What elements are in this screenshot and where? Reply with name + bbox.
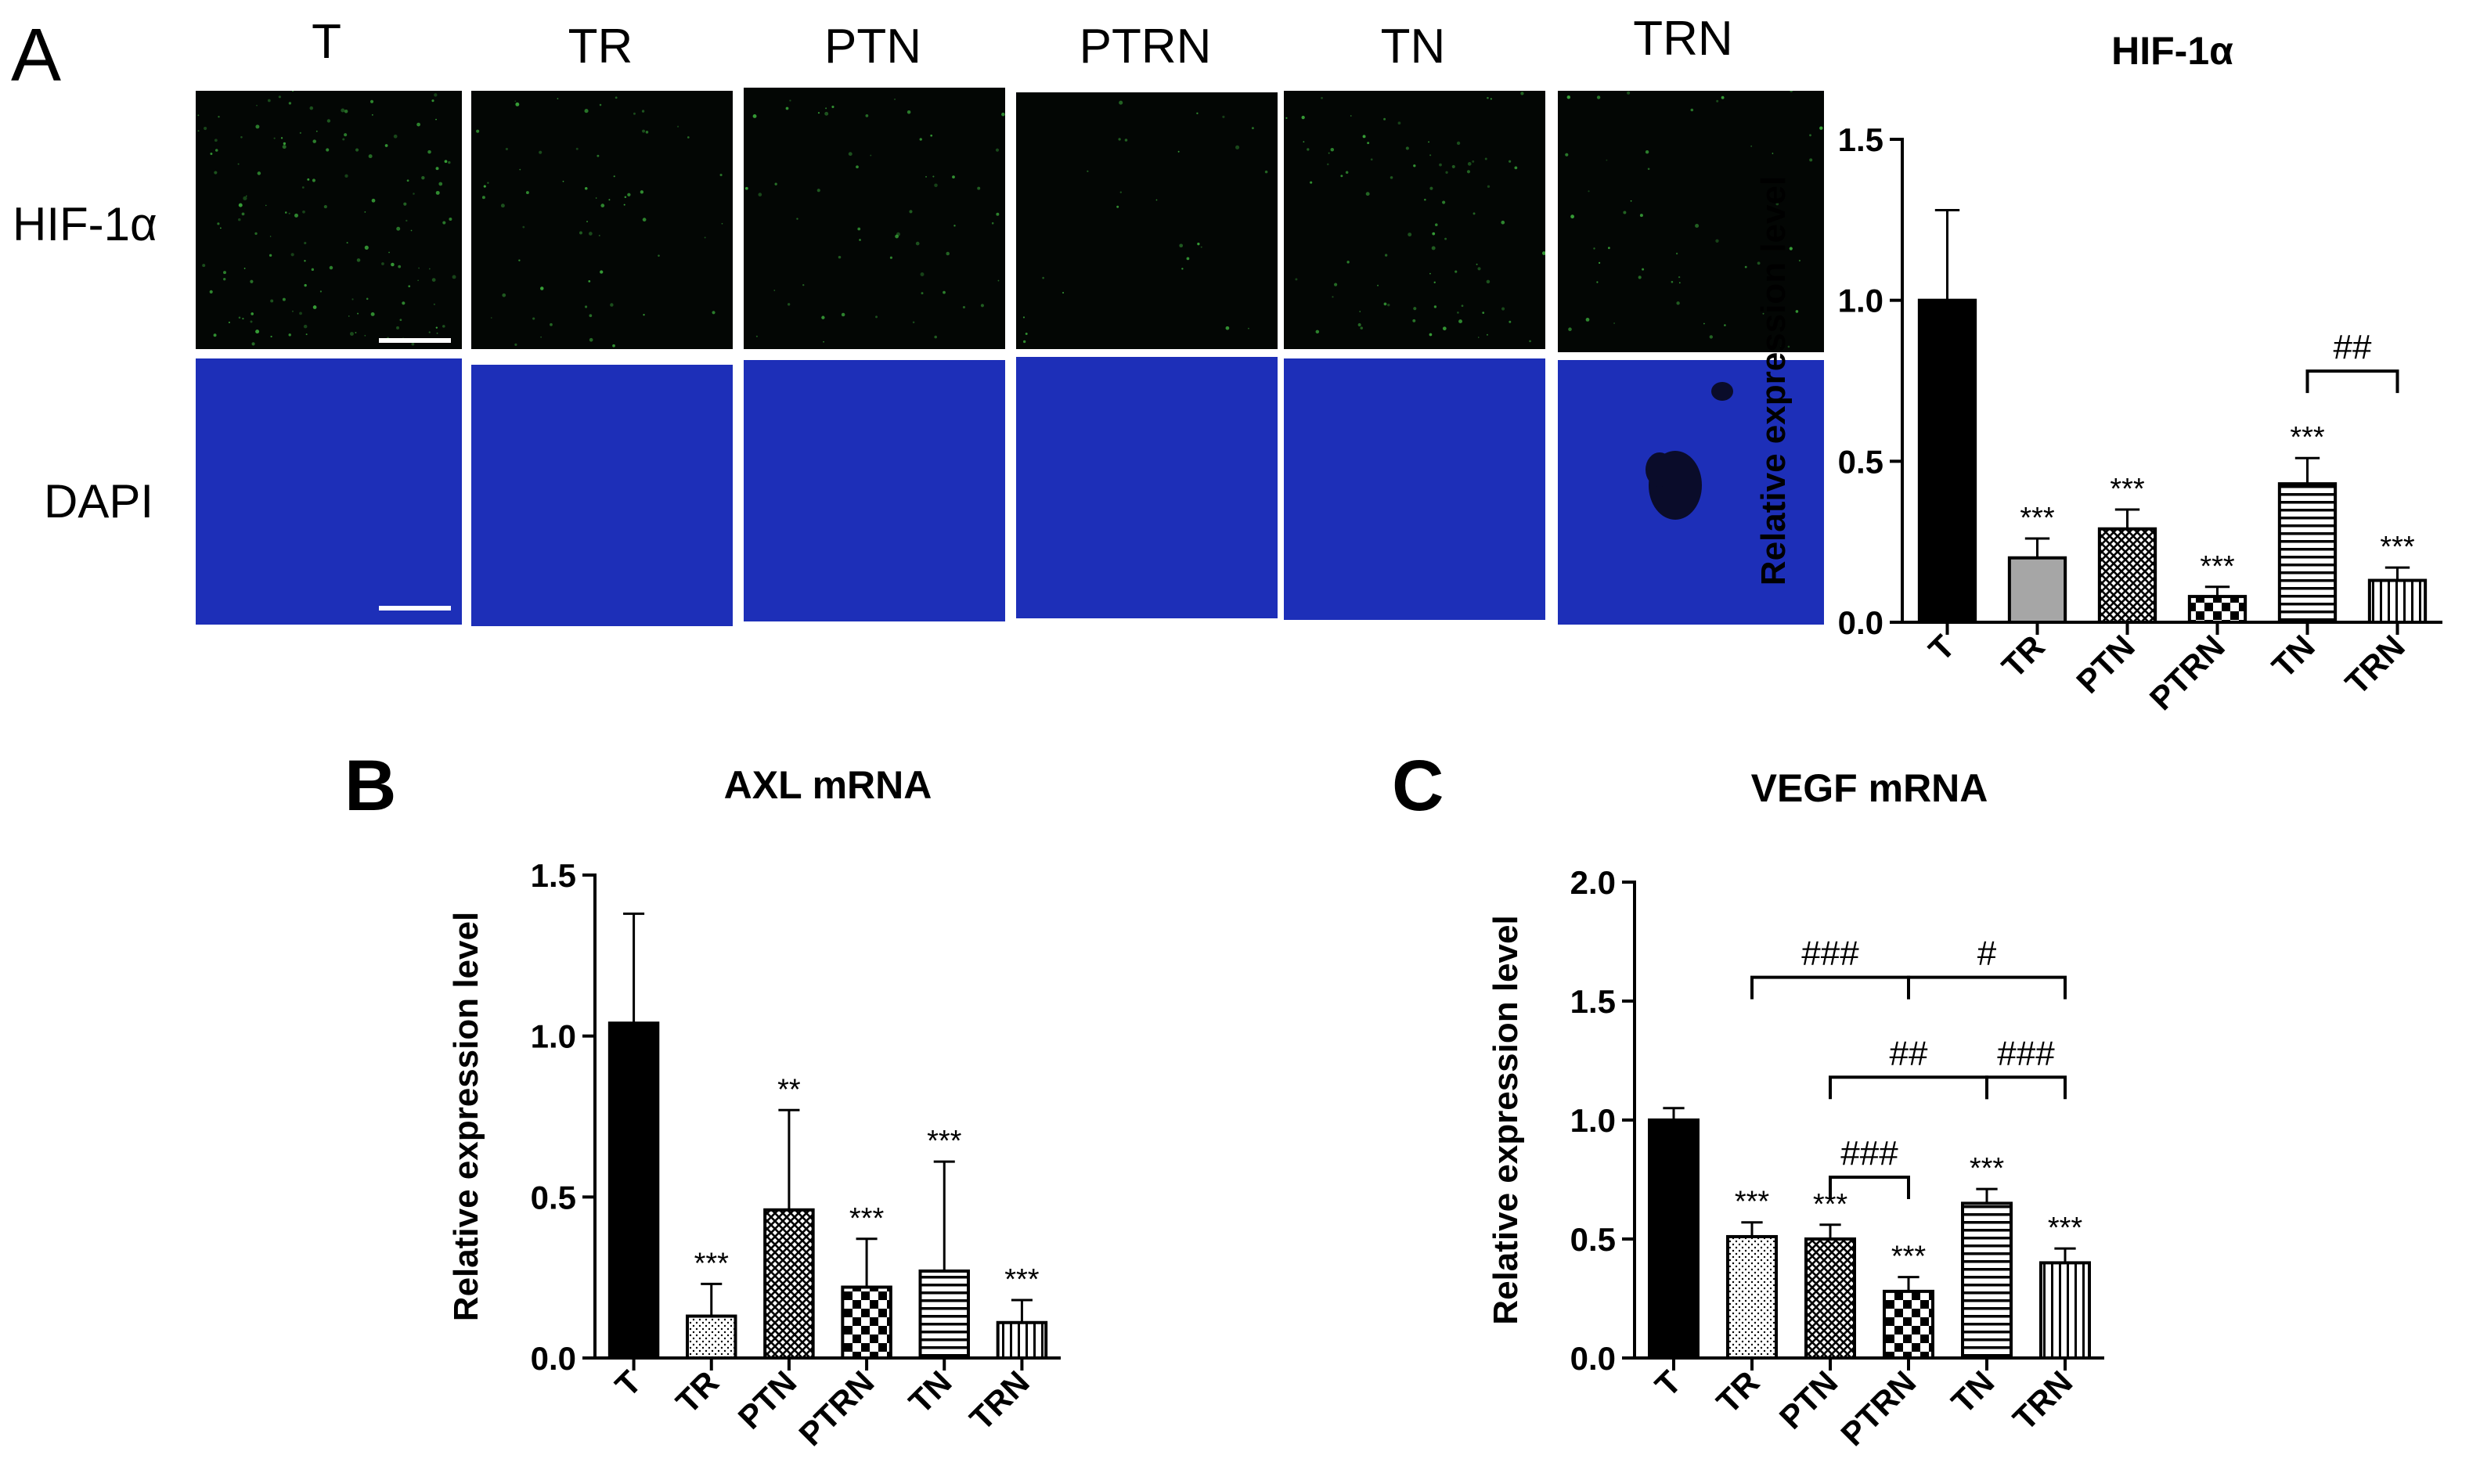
vegf-bar-tr <box>1726 1234 1778 1360</box>
micrograph-hif-ptrn-signal <box>1022 100 1268 344</box>
micrograph-hif-tn-signal <box>1285 92 1545 343</box>
vegf-significance-trn: *** <box>2048 1212 2083 1244</box>
hif-comparison-label-0: ## <box>2334 328 2372 366</box>
axl-bar-tr <box>686 1314 737 1360</box>
micrograph-hif-tr <box>471 91 733 349</box>
micrograph-hif-t-signal <box>197 91 456 346</box>
micrograph-hif-trn <box>1558 91 1824 352</box>
micrograph-dapi-tn <box>1284 358 1545 620</box>
hif-y-tick-label-1: 0.5 <box>1838 443 1883 480</box>
hif-y-axis-label: Relative expression level <box>1754 176 1793 585</box>
panel-c-letter: C <box>1392 746 1444 826</box>
hif-y-tick-label-3: 1.5 <box>1838 121 1883 158</box>
hif-significance-trn: *** <box>2380 531 2415 564</box>
micrograph-dapi-trn <box>1558 360 1824 625</box>
axl-y-tick-label-0: 0.0 <box>531 1340 576 1377</box>
vegf-y-tick-label-4: 2.0 <box>1570 864 1616 901</box>
hif-y-tick-label-0: 0.0 <box>1838 604 1883 641</box>
hif-bar-ptn <box>2097 527 2157 624</box>
vegf-bar-trn <box>2039 1261 2091 1360</box>
vegf-y-tick-label-3: 1.5 <box>1570 983 1616 1020</box>
hif-significance-ptn: *** <box>2110 473 2145 506</box>
micrograph-row-label-hif: HIF-1α <box>13 198 157 250</box>
hif-bar-t <box>1917 298 1977 624</box>
micrograph-column-label-tn: TN <box>1380 20 1446 74</box>
hif-significance-ptrn: *** <box>2200 550 2235 583</box>
vegf-comparison-bracket-4 <box>1829 1175 1910 1199</box>
micrograph-hif-ptrn <box>1016 92 1278 349</box>
axl-y-tick-label-1: 0.5 <box>531 1179 576 1216</box>
vegf-comparison-bracket-2 <box>1829 1075 1988 1100</box>
vegf-comparison-label-4: ### <box>1840 1134 1898 1172</box>
micrograph-hif-tr-signal <box>476 96 723 348</box>
axl-y-axis-label: Relative expression level <box>447 912 485 1321</box>
vegf-bar-t <box>1648 1118 1700 1360</box>
vegf-comparison-label-0: ### <box>1801 935 1859 973</box>
vegf-comparison-bracket-0 <box>1750 975 1910 1000</box>
micrograph-dapi-t <box>196 358 462 625</box>
micrograph-column-label-trn: TRN <box>1633 12 1733 66</box>
axl-significance-tr: *** <box>694 1247 730 1280</box>
axl-significance-ptrn: *** <box>849 1202 885 1235</box>
micrograph-column-label-ptrn: PTRN <box>1079 20 1212 74</box>
vegf-x-tick-label-tr: TR <box>1710 1363 1767 1421</box>
micrograph-hif-t <box>196 91 462 349</box>
scale-bar-hif <box>379 338 451 343</box>
vegf-x-tick-label-t: T <box>1648 1363 1689 1404</box>
vegf-significance-tn: *** <box>1970 1152 2005 1185</box>
axl-y-tick-label-2: 1.0 <box>531 1018 576 1055</box>
vegf-comparison-label-2: ## <box>1890 1034 1928 1072</box>
dapi-trn-dark-spot <box>1646 382 1733 520</box>
vegf-significance-ptrn: *** <box>1891 1241 1927 1273</box>
vegf-x-tick-label-ptrn: PTRN <box>1833 1363 1923 1453</box>
hif-significance-tn: *** <box>2290 421 2325 454</box>
vegf-y-axis-label: Relative expression level <box>1487 915 1525 1324</box>
vegf-significance-tr: *** <box>1735 1186 1770 1219</box>
vegf-x-tick-label-tn: TN <box>1945 1363 2002 1421</box>
micrograph-dapi-ptrn <box>1016 357 1278 618</box>
vegf-bar-ptrn <box>1883 1289 1934 1360</box>
micrograph-hif-ptn-signal <box>744 98 1005 343</box>
vegf-comparison-label-3: ### <box>1997 1034 2055 1072</box>
vegf-chart-title: VEGF mRNA <box>1751 766 1988 810</box>
micrograph-hif-ptn <box>744 88 1005 349</box>
vegf-comparison-label-1: # <box>1977 935 1997 973</box>
micrograph-hif-tn <box>1284 91 1545 349</box>
axl-significance-tn: *** <box>927 1125 962 1158</box>
micrograph-hif-trn-signal <box>1565 91 1823 348</box>
axl-y-tick-label-3: 1.5 <box>531 857 576 894</box>
vegf-bar-ptn <box>1804 1237 1856 1360</box>
panel-a-letter: A <box>11 13 62 97</box>
hif-y-tick-label-2: 1.0 <box>1838 283 1883 319</box>
micrograph-dapi-tr <box>471 365 733 626</box>
micrograph-column-label-ptn: PTN <box>824 20 921 74</box>
vegf-comparison-bracket-3 <box>1985 1075 2067 1100</box>
vegf-y-tick-label-1: 0.5 <box>1570 1221 1616 1258</box>
vegf-y-tick-label-0: 0.0 <box>1570 1340 1616 1377</box>
axl-significance-trn: *** <box>1004 1263 1040 1296</box>
vegf-x-tick-label-ptn: PTN <box>1772 1363 1845 1436</box>
micrograph-dapi-ptn <box>744 360 1005 621</box>
vegf-x-tick-label-trn: TRN <box>2006 1363 2079 1437</box>
hif-comparison-bracket-0 <box>2305 369 2399 394</box>
scale-bar-dapi <box>379 606 451 611</box>
axl-significance-ptn: ** <box>777 1073 801 1106</box>
axl-chart-title: AXL mRNA <box>724 763 932 807</box>
vegf-y-tick-label-2: 1.0 <box>1570 1102 1616 1139</box>
micrograph-column-label-tr: TR <box>568 20 633 74</box>
panel-b-letter: B <box>344 746 397 826</box>
hif-chart-title: HIF-1α <box>2111 29 2233 73</box>
micrograph-row-label-dapi: DAPI <box>44 475 154 528</box>
vegf-bar-tn <box>1961 1201 2013 1360</box>
hif-significance-tr: *** <box>2020 502 2055 535</box>
micrograph-column-label-t: T <box>312 15 341 69</box>
vegf-comparison-bracket-1 <box>1907 975 2067 1000</box>
